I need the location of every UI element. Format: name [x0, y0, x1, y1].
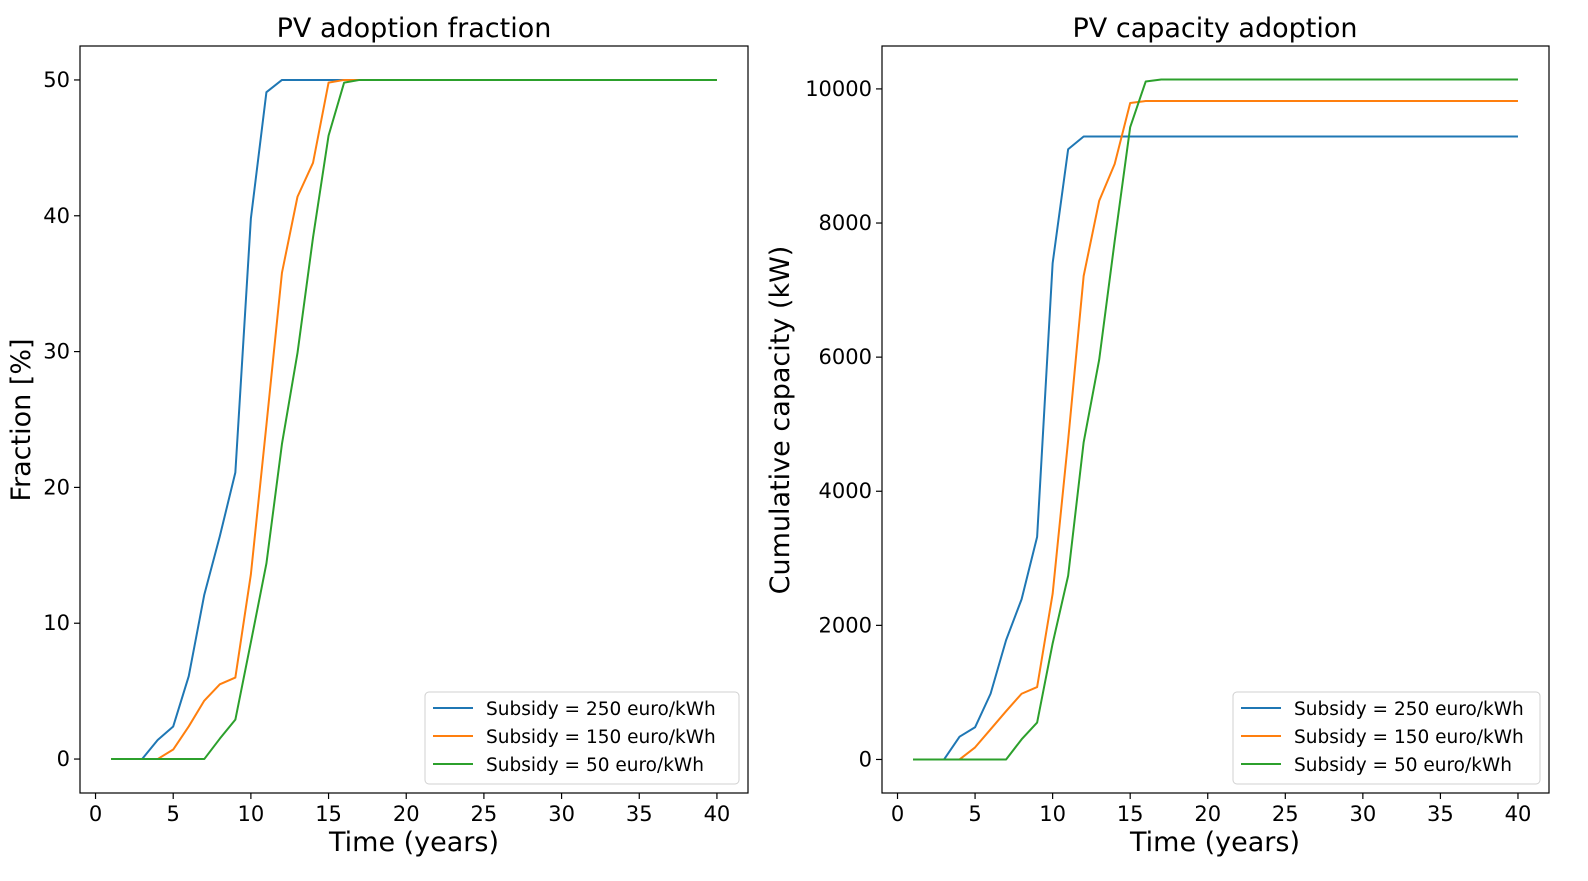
- chart-title: PV adoption fraction: [277, 13, 552, 44]
- x-tick-label: 25: [1272, 802, 1299, 826]
- legend-entry-150: Subsidy = 150 euro/kWh: [1294, 727, 1524, 748]
- x-tick-label: 20: [1194, 802, 1221, 826]
- x-axis-label: Time (years): [328, 827, 499, 858]
- series-line-2: [111, 78, 717, 761]
- legend: Subsidy = 250 euro/kWh Subsidy = 150 eur…: [424, 691, 740, 785]
- legend: Subsidy = 250 euro/kWh Subsidy = 150 eur…: [1232, 691, 1541, 785]
- series-lines: [913, 78, 1518, 761]
- axes-frame: [881, 45, 1550, 794]
- series-line-1: [111, 78, 717, 761]
- y-tick-label: 2000: [819, 613, 872, 637]
- y-axis-label: Fraction [%]: [6, 338, 37, 501]
- series-line-1: [913, 99, 1518, 761]
- y-tick-label: 8000: [819, 211, 872, 235]
- y-tick-label: 10: [43, 611, 70, 635]
- series-line-0: [913, 135, 1518, 761]
- axes-frame: [79, 45, 749, 794]
- x-tick-label: 10: [238, 802, 265, 826]
- legend-entry-50: Subsidy = 50 euro/kWh: [486, 755, 704, 776]
- legend-entry-250: Subsidy = 250 euro/kWh: [486, 699, 716, 720]
- y-ticks: 0 2000 4000 6000 8000 10000: [805, 77, 882, 771]
- y-tick-label: 10000: [805, 77, 872, 101]
- x-tick-label: 35: [626, 802, 653, 826]
- x-tick-label: 0: [89, 802, 102, 826]
- legend-entry-150: Subsidy = 150 euro/kWh: [486, 727, 716, 748]
- x-tick-label: 25: [471, 802, 498, 826]
- x-axis-label: Time (years): [1129, 827, 1300, 858]
- legend-entry-250: Subsidy = 250 euro/kWh: [1294, 699, 1524, 720]
- y-ticks: 0 10 20 30 40 50: [43, 68, 80, 771]
- y-tick-label: 0: [57, 747, 70, 771]
- x-tick-label: 40: [1505, 802, 1532, 826]
- x-tick-label: 30: [1349, 802, 1376, 826]
- plot-area: 0 5 10 15 20 25 30 35 40 0 10 20 30 40 50: [43, 45, 749, 826]
- x-tick-label: 30: [548, 802, 575, 826]
- y-tick-label: 4000: [819, 479, 872, 503]
- series-line-0: [111, 78, 717, 761]
- legend-frame: [424, 691, 740, 785]
- series-lines: [111, 78, 717, 761]
- x-tick-label: 5: [167, 802, 180, 826]
- y-tick-label: 20: [43, 475, 70, 499]
- y-tick-label: 6000: [819, 345, 872, 369]
- y-tick-label: 50: [43, 68, 70, 92]
- x-ticks: 0 5 10 15 20 25 30 35 40: [891, 793, 1532, 826]
- x-tick-label: 15: [315, 802, 342, 826]
- y-tick-label: 30: [43, 340, 70, 364]
- x-tick-label: 0: [891, 802, 904, 826]
- chart-title: PV capacity adoption: [1073, 13, 1358, 44]
- x-tick-label: 5: [968, 802, 981, 826]
- legend-entry-50: Subsidy = 50 euro/kWh: [1294, 755, 1512, 776]
- chart-pv-capacity-adoption: PV capacity adoption 0 5 10 15 20 25 30 35 40 0 2…: [765, 13, 1550, 858]
- legend-frame: [1232, 691, 1541, 785]
- y-axis-label: Cumulative capacity (kW): [765, 246, 796, 595]
- series-line-2: [913, 78, 1518, 761]
- y-tick-label: 40: [43, 204, 70, 228]
- x-ticks: 0 5 10 15 20 25 30 35 40: [89, 793, 730, 826]
- x-tick-label: 20: [393, 802, 420, 826]
- y-tick-label: 0: [859, 747, 872, 771]
- x-tick-label: 10: [1039, 802, 1066, 826]
- chart-pv-adoption-fraction: PV adoption fraction 0 5 10 15 20 25 30 35 40 0 1…: [6, 13, 749, 858]
- plot-area: 0 5 10 15 20 25 30 35 40 0 2000 4000 6000 8000 10000: [805, 45, 1550, 826]
- x-tick-label: 15: [1117, 802, 1144, 826]
- x-tick-label: 35: [1427, 802, 1454, 826]
- x-tick-label: 40: [704, 802, 731, 826]
